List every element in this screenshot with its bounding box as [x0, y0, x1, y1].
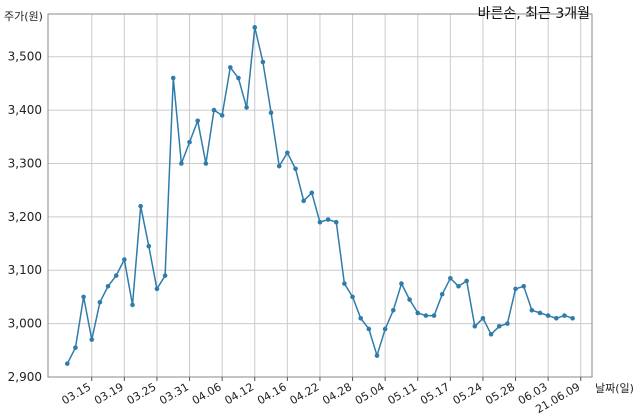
- y-tick-label: 3,400: [8, 103, 42, 117]
- y-tick-label: 3,000: [8, 317, 42, 331]
- x-axis-ticks: 03.1503.1903.2503.3104.0604.1204.1604.22…: [59, 377, 582, 416]
- price-point: [97, 299, 103, 305]
- x-tick-label: 03.31: [157, 380, 191, 407]
- price-point: [285, 150, 290, 156]
- price-point: [480, 315, 486, 321]
- price-point: [203, 161, 209, 166]
- price-point: [81, 294, 86, 300]
- price-point: [65, 361, 70, 366]
- x-tick-label: 04.16: [255, 380, 289, 407]
- x-tick-label: 05.17: [418, 380, 452, 407]
- price-point: [350, 294, 355, 300]
- price-point: [252, 25, 258, 30]
- price-point: [333, 219, 339, 225]
- price-point: [211, 107, 217, 113]
- price-point: [73, 345, 78, 350]
- price-data-points: [65, 25, 575, 366]
- price-point: [244, 105, 249, 110]
- price-point: [113, 273, 119, 278]
- price-point: [138, 203, 143, 209]
- price-point: [570, 315, 575, 321]
- x-tick-label: 03.25: [125, 380, 159, 407]
- price-point: [529, 307, 535, 313]
- price-point: [513, 286, 518, 292]
- price-point: [472, 323, 478, 329]
- price-point: [105, 283, 111, 289]
- price-point: [415, 310, 421, 316]
- x-tick-label: 03.19: [92, 380, 126, 407]
- price-point: [219, 113, 225, 118]
- price-point: [179, 161, 184, 166]
- x-tick-label: 04.28: [320, 380, 354, 407]
- price-point: [456, 283, 461, 289]
- price-point: [236, 75, 241, 81]
- price-point: [374, 353, 380, 358]
- price-point: [309, 190, 315, 196]
- y-tick-label: 3,500: [8, 50, 42, 64]
- x-tick-label: 04.12: [222, 380, 256, 407]
- price-point: [464, 278, 469, 284]
- price-point: [545, 313, 551, 318]
- price-point: [505, 321, 510, 326]
- price-point: [562, 313, 567, 318]
- x-axis-label: 날짜(일): [595, 381, 634, 395]
- price-point: [162, 273, 168, 278]
- x-tick-label: 05.28: [483, 380, 517, 407]
- price-point: [366, 326, 372, 332]
- price-point: [342, 281, 347, 286]
- price-point: [325, 217, 331, 222]
- y-axis-ticks: 2,900 3,000 3,100 3,200 3,300 3,400 3,500: [8, 50, 42, 384]
- price-point: [187, 139, 192, 145]
- price-point: [521, 283, 526, 289]
- price-point: [130, 302, 135, 308]
- price-point: [496, 323, 502, 329]
- y-tick-label: 3,100: [8, 263, 42, 277]
- x-tick-label: 05.11: [385, 380, 419, 407]
- price-point: [488, 331, 494, 337]
- price-point: [431, 313, 437, 318]
- price-point: [260, 59, 266, 65]
- x-tick-label: 03.15: [59, 380, 93, 407]
- price-point: [228, 65, 233, 70]
- price-point: [391, 307, 396, 313]
- price-point: [407, 297, 412, 302]
- price-point: [382, 326, 388, 332]
- price-point: [276, 163, 282, 169]
- price-point: [537, 310, 543, 316]
- price-point: [448, 275, 453, 281]
- price-point: [122, 257, 127, 262]
- chart-title: 바른손, 최근 3개월: [478, 6, 590, 22]
- price-point: [554, 315, 559, 321]
- grid-lines: [48, 14, 592, 378]
- price-point: [89, 337, 95, 342]
- price-point: [146, 243, 152, 249]
- y-tick-label: 2,900: [8, 370, 42, 384]
- price-point: [268, 110, 274, 116]
- price-point: [399, 281, 404, 286]
- x-tick-label: 04.06: [190, 380, 224, 407]
- x-tick-label: 05.24: [451, 380, 485, 407]
- price-point: [301, 198, 306, 204]
- x-tick-label: 05.04: [353, 380, 387, 407]
- price-point: [154, 286, 160, 292]
- price-point: [439, 291, 445, 297]
- price-point: [358, 315, 364, 321]
- y-tick-label: 3,200: [8, 210, 42, 224]
- x-tick-label: 04.22: [288, 380, 322, 407]
- price-point: [195, 118, 200, 124]
- price-point: [293, 166, 298, 172]
- price-point: [317, 219, 323, 225]
- price-point: [170, 75, 176, 81]
- y-tick-label: 3,300: [8, 156, 42, 170]
- price-point: [423, 313, 429, 318]
- y-axis-label: 주가(원): [4, 10, 43, 23]
